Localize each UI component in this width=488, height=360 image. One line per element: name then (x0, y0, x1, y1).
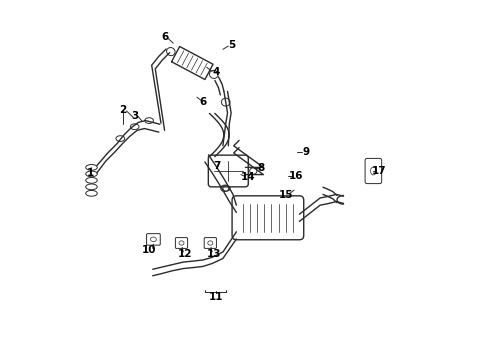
Text: 3: 3 (131, 111, 138, 121)
Text: 13: 13 (206, 249, 221, 259)
Text: 9: 9 (302, 147, 308, 157)
Text: 10: 10 (142, 245, 156, 255)
Text: 11: 11 (208, 292, 223, 302)
Text: 5: 5 (227, 40, 235, 50)
Text: 1: 1 (86, 168, 94, 178)
Text: 8: 8 (257, 163, 264, 174)
Text: 14: 14 (240, 172, 255, 182)
Text: 17: 17 (371, 166, 386, 176)
Text: 7: 7 (213, 161, 221, 171)
Text: 2: 2 (119, 105, 126, 115)
Text: 16: 16 (288, 171, 302, 181)
Text: 6: 6 (161, 32, 168, 42)
Text: 4: 4 (212, 67, 219, 77)
Text: 6: 6 (199, 96, 206, 107)
Text: 15: 15 (278, 190, 292, 200)
Text: 12: 12 (178, 249, 192, 259)
